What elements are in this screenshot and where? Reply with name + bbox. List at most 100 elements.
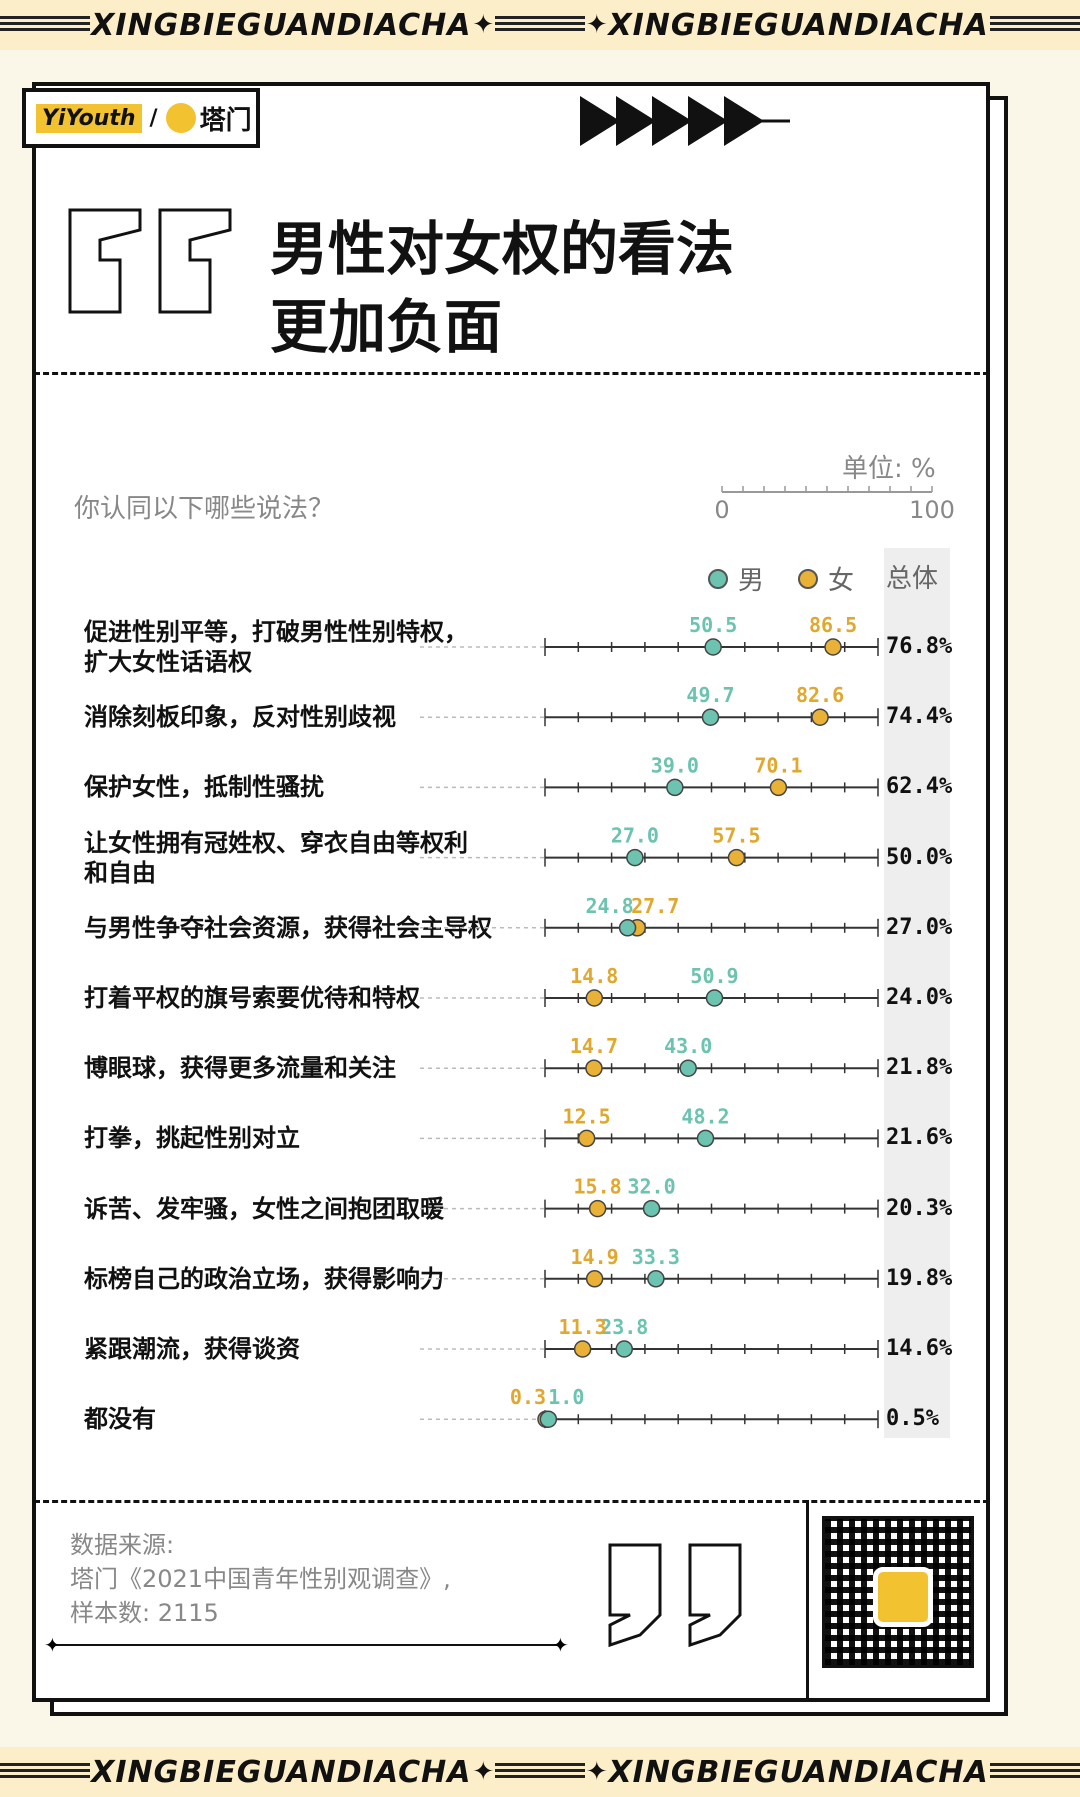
female-legend-label: 女 bbox=[828, 566, 855, 596]
female-value-label: 86.5 bbox=[809, 613, 857, 637]
row-label: 诉苦、发牢骚，女性之间抱团取暖 bbox=[84, 1194, 444, 1224]
page-title: 男性对女权的看法 更加负面 bbox=[270, 210, 734, 366]
female-point bbox=[811, 708, 829, 726]
male-value-label: 39.0 bbox=[651, 753, 699, 777]
female-value-label: 11.3 bbox=[559, 1315, 607, 1339]
male-legend-label: 男 bbox=[738, 566, 765, 596]
row-label-line: 都没有 bbox=[84, 1405, 156, 1434]
row-label-line: 打拳，挑起性别对立 bbox=[84, 1124, 300, 1153]
qr-center-logo bbox=[873, 1567, 933, 1627]
male-value-label: 48.2 bbox=[681, 1104, 729, 1128]
banner-text: XINGBIEGUANDIACHA bbox=[91, 1754, 472, 1790]
question-text: 你认同以下哪些说法？ bbox=[74, 494, 335, 524]
male-point bbox=[647, 1270, 665, 1288]
qr-separator bbox=[806, 1500, 809, 1700]
title-line-1: 男性对女权的看法 bbox=[270, 215, 735, 283]
male-value-label: 43.0 bbox=[664, 1034, 712, 1058]
row-label: 促进性别平等，打破男性性别特权， 扩大女性话语权 bbox=[84, 617, 468, 677]
legend: 男 女 bbox=[708, 560, 854, 597]
logo-box: YiYouth / 塔门 bbox=[22, 88, 260, 148]
female-value-label: 82.6 bbox=[796, 683, 844, 707]
total-value: 76.8% bbox=[886, 634, 953, 659]
male-value-label: 23.8 bbox=[600, 1315, 648, 1339]
row-label: 打拳，挑起性别对立 bbox=[84, 1123, 300, 1153]
banner-stripes bbox=[989, 16, 1080, 34]
bottom-banner: XINGBIEGUANDIACHA ✦ ✦ XINGBIEGUANDIACHA bbox=[0, 1747, 1080, 1797]
female-point bbox=[573, 1340, 592, 1358]
female-value-label: 14.7 bbox=[570, 1034, 618, 1058]
tamen-logo-text: 塔门 bbox=[199, 105, 252, 136]
female-value-label: 14.8 bbox=[570, 964, 618, 988]
male-value-label: 50.9 bbox=[690, 964, 738, 988]
unit-label: 单位: % bbox=[842, 454, 936, 484]
divider bbox=[34, 372, 989, 375]
male-point bbox=[701, 708, 720, 726]
female-point bbox=[769, 778, 788, 797]
banner-stripes bbox=[0, 1763, 91, 1781]
row-label: 都没有 bbox=[84, 1404, 156, 1434]
total-value: 27.0% bbox=[886, 914, 953, 940]
banner-text: XINGBIEGUANDIACHA bbox=[91, 7, 472, 43]
total-value: 24.0% bbox=[886, 985, 953, 1010]
source-block: 数据来源: 塔门《2021中国青年性别观调查》, 样本数: 2115 bbox=[70, 1528, 451, 1630]
row-label-line: 保护女性，抵制性骚扰 bbox=[84, 773, 324, 802]
row-label-line: 扩大女性话语权 bbox=[84, 648, 252, 676]
male-legend-dot bbox=[708, 568, 728, 589]
row-label-line: 消除刻板印象，反对性别歧视 bbox=[84, 703, 396, 732]
male-point bbox=[666, 778, 684, 797]
female-point bbox=[727, 848, 746, 867]
tamen-logo-icon bbox=[165, 103, 196, 133]
male-value-label: 1.0 bbox=[548, 1385, 584, 1409]
sparkle-icon: ✦ bbox=[472, 10, 495, 40]
row-label: 标榜自己的政治立场，获得影响力 bbox=[84, 1264, 444, 1294]
row-label-line: 和自由 bbox=[84, 858, 156, 887]
title-line-2: 更加负面 bbox=[270, 293, 503, 361]
total-value: 21.6% bbox=[886, 1125, 953, 1151]
female-point bbox=[585, 1270, 604, 1288]
female-value-label: 15.8 bbox=[574, 1175, 622, 1199]
total-value: 20.3% bbox=[886, 1195, 953, 1221]
female-point bbox=[824, 638, 842, 656]
scale-min-label: 0 bbox=[714, 496, 729, 524]
svg-text:✦: ✦ bbox=[44, 1633, 61, 1657]
source-underline: ✦ ✦ bbox=[44, 1633, 569, 1657]
row-label: 打着平权的旗号索要优待和特权 bbox=[84, 983, 420, 1013]
male-point bbox=[642, 1199, 661, 1218]
row-label: 让女性拥有冠姓权、穿衣自由等权利 和自由 bbox=[84, 828, 468, 888]
female-point bbox=[585, 989, 604, 1007]
male-value-label: 49.7 bbox=[686, 683, 734, 707]
female-value-label: 57.5 bbox=[712, 824, 760, 848]
female-value-label: 70.1 bbox=[754, 753, 802, 777]
female-value-label: 12.5 bbox=[563, 1104, 611, 1128]
row-label: 博眼球，获得更多流量和关注 bbox=[84, 1053, 396, 1083]
row-label: 紧跟潮流，获得谈资 bbox=[84, 1334, 300, 1364]
row-label-line: 紧跟潮流，获得谈资 bbox=[84, 1335, 300, 1363]
qr-code[interactable] bbox=[822, 1516, 974, 1668]
row-label-line: 标榜自己的政治立场，获得影响力 bbox=[84, 1264, 444, 1293]
total-value: 62.4% bbox=[886, 774, 953, 800]
row-label-line: 打着平权的旗号索要优待和特权 bbox=[84, 984, 420, 1012]
sample-size: 样本数: 2115 bbox=[70, 1599, 219, 1627]
banner-stripes bbox=[494, 16, 585, 34]
open-quote-icon bbox=[68, 208, 232, 314]
card bbox=[32, 82, 990, 1702]
row-label-line: 让女性拥有冠姓权、穿衣自由等权利 bbox=[84, 828, 468, 857]
logo-separator: / bbox=[149, 105, 158, 131]
male-value-label: 32.0 bbox=[627, 1175, 675, 1199]
banner-text: XINGBIEGUANDIACHA bbox=[608, 7, 989, 43]
male-value-label: 50.5 bbox=[689, 613, 737, 637]
yiyouth-logo: YiYouth bbox=[36, 103, 142, 133]
total-value: 21.8% bbox=[886, 1055, 953, 1081]
banner-text: XINGBIEGUANDIACHA bbox=[608, 1754, 989, 1790]
row-label: 保护女性，抵制性骚扰 bbox=[84, 772, 324, 802]
sparkle-icon: ✦ bbox=[585, 10, 608, 40]
male-point bbox=[704, 638, 722, 656]
male-value-label: 24.8 bbox=[585, 894, 633, 918]
male-point bbox=[539, 1410, 558, 1428]
male-point bbox=[679, 1059, 697, 1077]
female-value-label: 0.3 bbox=[510, 1385, 546, 1409]
arrows-decoration bbox=[580, 96, 790, 146]
male-point bbox=[705, 989, 724, 1007]
female-point bbox=[577, 1129, 596, 1148]
